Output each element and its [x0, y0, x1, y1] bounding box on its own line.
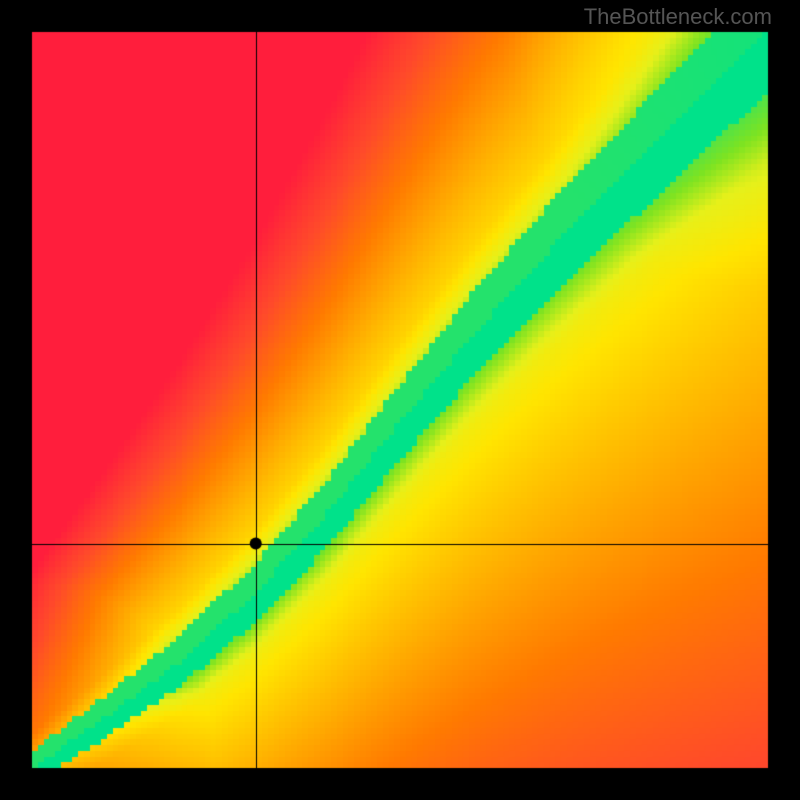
chart-container: TheBottleneck.com	[0, 0, 800, 800]
watermark-text: TheBottleneck.com	[584, 4, 772, 30]
bottleneck-heatmap	[0, 0, 800, 800]
